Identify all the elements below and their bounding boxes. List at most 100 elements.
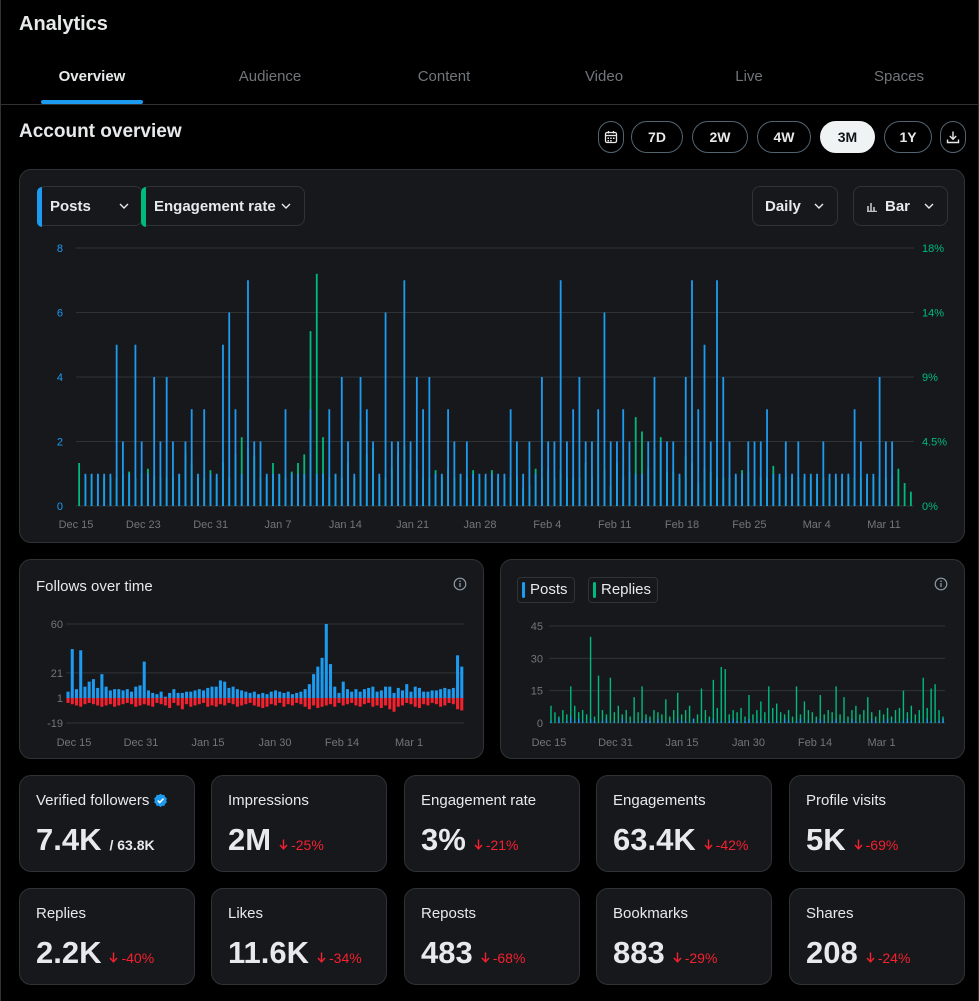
replies-bar — [716, 707, 718, 723]
posts-bar — [712, 718, 715, 723]
chevron-down-icon — [814, 203, 824, 209]
posts-bar — [728, 441, 731, 506]
stat-likes: Likes 11.6K -34% — [211, 888, 387, 985]
calendar-button[interactable] — [598, 121, 624, 153]
info-icon[interactable] — [934, 577, 948, 591]
tab-content[interactable]: Content — [393, 55, 495, 104]
replies-bar — [875, 716, 877, 723]
posts-bar — [645, 718, 647, 723]
tab-overview[interactable]: Overview — [41, 55, 143, 104]
stat-label: Profile visits — [806, 792, 887, 809]
replies-bar — [740, 707, 742, 723]
x-tick-label: Jan 28 — [463, 519, 496, 531]
stat-impressions: Impressions 2M -25% — [211, 775, 387, 872]
posts-bar — [178, 473, 181, 506]
posts-bar — [669, 720, 671, 723]
tab-spaces[interactable]: Spaces — [861, 55, 937, 104]
posts-bar — [843, 720, 845, 723]
gain-bar — [350, 691, 354, 698]
calendar-icon — [604, 131, 618, 144]
replies-bar — [637, 712, 639, 723]
posts-bar — [734, 473, 737, 506]
stat-delta-text: -21% — [485, 836, 519, 853]
posts-bar — [253, 441, 256, 506]
loss-bar — [138, 697, 142, 706]
range-4w-button[interactable]: 4W — [757, 121, 811, 153]
download-button[interactable] — [940, 121, 966, 153]
gain-bar — [324, 624, 328, 698]
gain-bar — [447, 689, 451, 698]
tab-audience[interactable]: Audience — [211, 55, 329, 104]
posts-bar — [768, 720, 770, 723]
loss-bar — [312, 697, 316, 706]
interval-dropdown[interactable]: Daily — [752, 186, 838, 226]
download-icon — [946, 131, 960, 144]
x-tick-label: Feb 18 — [665, 519, 699, 531]
posts-bar — [509, 409, 512, 506]
posts-bar — [799, 718, 802, 723]
loss-bar — [117, 697, 121, 706]
arrow-down-icon — [673, 952, 682, 963]
posts-bar — [605, 718, 608, 723]
loss-bar — [430, 697, 434, 703]
posts-bar — [522, 473, 525, 506]
loss-bar — [227, 697, 231, 703]
posts-bar — [835, 718, 837, 723]
loss-bar — [79, 697, 83, 707]
replies-color-indicator — [593, 582, 596, 598]
arrow-down-icon — [109, 952, 118, 963]
posts-bar — [572, 409, 575, 506]
chart-type-dropdown[interactable]: Bar — [853, 186, 948, 226]
loss-bar — [206, 697, 210, 707]
legend-posts[interactable]: Posts — [517, 577, 575, 603]
range-7d-button[interactable]: 7D — [631, 121, 683, 153]
posts-bar — [851, 718, 853, 723]
range-3m-button[interactable]: 3M — [820, 121, 875, 153]
legend-replies[interactable]: Replies — [588, 577, 659, 603]
x-tick-label: Jan 15 — [665, 737, 698, 749]
loss-bar — [396, 697, 400, 707]
loss-bar — [324, 697, 328, 706]
posts-bar — [409, 441, 412, 506]
posts-bar — [823, 720, 825, 723]
loss-bar — [261, 697, 265, 708]
gain-bar — [316, 666, 320, 698]
replies-bar — [744, 716, 746, 723]
gain-bar — [312, 674, 316, 698]
posts-bar — [666, 441, 668, 506]
gain-bar — [87, 681, 91, 698]
metric1-dropdown[interactable]: Posts — [37, 186, 143, 227]
posts-bar — [872, 473, 875, 506]
loss-bar — [439, 697, 443, 707]
posts-bar — [855, 720, 857, 723]
follows-chart: -19 1 21 60 Dec 15 Dec 31 Jan 15 Jan 30 Feb 14 Ma… — [47, 619, 464, 749]
gain-bar — [227, 687, 231, 698]
metric2-dropdown[interactable]: Engagement rate — [141, 186, 305, 227]
posts-bar — [918, 720, 920, 723]
posts-bar — [910, 720, 913, 723]
tab-label: Overview — [58, 68, 126, 85]
posts-bar — [589, 718, 592, 723]
posts-bar — [649, 720, 651, 723]
gain-bar — [379, 690, 383, 698]
replies-bar — [776, 703, 778, 723]
posts-bar — [930, 720, 932, 723]
loss-bar — [176, 697, 180, 706]
posts-bar — [247, 280, 249, 506]
posts-bar — [678, 473, 681, 506]
range-2w-button[interactable]: 2W — [692, 121, 748, 153]
loss-bar — [96, 697, 100, 706]
replies-bar — [649, 716, 651, 723]
x-tick-label: Mar 1 — [395, 737, 423, 749]
posts-bar — [372, 441, 374, 506]
tab-video[interactable]: Video — [563, 55, 645, 104]
replies-bar — [902, 690, 905, 723]
posts-bar — [659, 441, 662, 506]
y-tick-label: 60 — [51, 619, 63, 631]
tab-live[interactable]: Live — [719, 55, 779, 104]
posts-bar — [497, 473, 500, 506]
info-icon[interactable] — [453, 577, 467, 591]
range-1y-button[interactable]: 1Y — [884, 121, 932, 153]
loss-bar — [91, 697, 95, 705]
posts-bar — [465, 441, 468, 506]
